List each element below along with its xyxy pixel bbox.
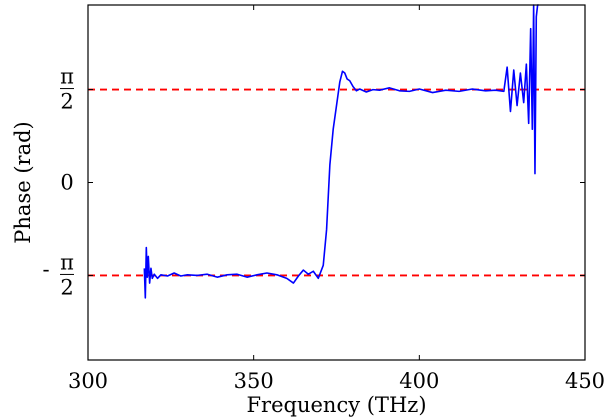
x-ticks: 300 350 400 450 [68, 5, 605, 393]
x-tick-label: 450 [565, 369, 605, 393]
reference-lines [88, 88, 585, 277]
y-tick-label: π2 [60, 65, 74, 114]
x-tick-label: 300 [68, 369, 108, 393]
plot-frame [87, 4, 586, 361]
y-tick-denominator: 2 [60, 275, 73, 299]
y-tick-label: 0 [60, 171, 73, 195]
x-axis-label: Frequency (THz) [246, 393, 426, 417]
y-tick-numerator: π [60, 65, 74, 89]
y-ticks: π2-0π2 [42, 65, 585, 299]
series-line-0 [143, 4, 539, 299]
series-layer [143, 4, 539, 299]
x-tick-label: 400 [399, 369, 439, 393]
y-tick-sign: - [42, 257, 49, 281]
y-tick-numerator: π [60, 250, 74, 274]
x-tick-label: 350 [234, 369, 274, 393]
y-axis-label: Phase (rad) [11, 121, 35, 243]
y-tick-label: π2- [42, 250, 74, 299]
y-tick-denominator: 2 [60, 90, 73, 114]
